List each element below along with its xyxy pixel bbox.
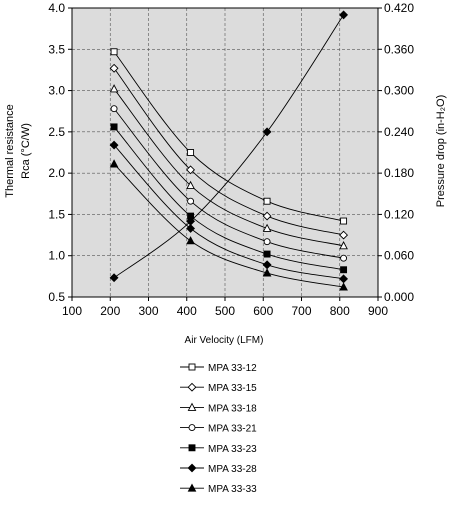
series-point [186, 224, 196, 233]
y-left-tick-label: 1.5 [48, 207, 65, 221]
x-tick-label: 600 [253, 304, 273, 318]
markers-layer [109, 10, 349, 291]
x-tick-label: 700 [291, 304, 311, 318]
series-point [339, 230, 349, 240]
legend-marker [187, 483, 197, 492]
y-right-tick-label: 0.300 [384, 84, 414, 98]
series-point [109, 63, 119, 73]
series-point [262, 211, 272, 221]
series-point [187, 149, 195, 156]
legend-marker [188, 424, 196, 432]
pressure-drop-point [339, 10, 349, 20]
axes-layer: 100 200 300 400 500 600 700 800 900 0.5 1.0 1.5 2.0 2… [48, 1, 414, 318]
legend-marker [187, 463, 197, 473]
series-line [113, 126, 344, 271]
x-tick-label: 300 [138, 304, 158, 318]
series-line [113, 68, 344, 236]
legend-marker [187, 402, 197, 411]
legend-label: MPA 33-15 [208, 383, 257, 394]
series-point [186, 180, 195, 189]
series-point [109, 159, 119, 168]
series-point [339, 282, 348, 291]
x-tick-label: 900 [368, 304, 388, 318]
series-point [186, 236, 195, 245]
series-point [109, 140, 119, 150]
lines-layer [113, 14, 344, 288]
grid-layer [72, 8, 378, 297]
series-point [263, 238, 271, 246]
y-axis-label-left-line1: Thermal resistance [4, 104, 16, 198]
x-tick-label: 800 [330, 304, 350, 318]
series-point [262, 223, 272, 232]
series-point [340, 254, 348, 262]
series-point [263, 250, 271, 258]
series-point [263, 197, 271, 205]
legend-label: MPA 33-23 [208, 444, 257, 455]
y-axis-label-left-line2: Rca (°C/W) [20, 123, 32, 179]
y-right-tick-label: 0.120 [384, 207, 414, 221]
series-line [113, 144, 344, 280]
legend-label: MPA 33-18 [208, 403, 257, 414]
y-right-tick-label: 0.060 [384, 249, 414, 263]
y-left-tick-label: 2.5 [48, 125, 65, 139]
series-line [113, 163, 344, 288]
legend-label: MPA 33-21 [208, 424, 257, 435]
y-left-tick-label: 3.0 [48, 84, 65, 98]
legend-label: MPA 33-28 [208, 464, 257, 475]
y-right-tick-label: 0.240 [384, 125, 414, 139]
series-point [262, 268, 272, 277]
x-tick-label: 100 [62, 304, 82, 318]
y-axis-label-right: Pressure drop (in-H₂O) [435, 95, 447, 207]
y-left-tick-label: 4.0 [48, 1, 65, 15]
legend-marker [188, 444, 196, 452]
y-left-tick-label: 0.5 [48, 290, 65, 304]
series-point [109, 84, 119, 93]
y-left-tick-label: 2.0 [48, 166, 65, 180]
pressure-drop-point [186, 216, 196, 226]
pressure-drop-point [262, 127, 272, 137]
pressure-drop-point [109, 273, 119, 283]
series-line [113, 108, 344, 259]
y-right-tick-label: 0.000 [384, 290, 414, 304]
pressure-drop-line [113, 14, 344, 279]
legend-label: MPA 33-33 [208, 484, 257, 495]
legend-marker [188, 363, 196, 371]
legend-label: MPA 33-12 [208, 363, 257, 374]
y-right-tick-label: 0.420 [384, 1, 414, 15]
series-point [110, 48, 118, 56]
y-right-tick-label: 0.360 [384, 42, 414, 56]
series-point [110, 123, 118, 131]
x-axis-label: Air Velocity (LFM) [185, 335, 264, 346]
series-point [340, 217, 348, 225]
series-point [340, 266, 348, 274]
x-tick-label: 200 [100, 304, 120, 318]
y-left-tick-label: 1.0 [48, 249, 65, 263]
y-left-tick-label: 3.5 [48, 42, 65, 56]
series-point [339, 241, 348, 250]
legend-marker [187, 382, 197, 392]
x-tick-label: 500 [215, 304, 235, 318]
series-point [186, 165, 196, 175]
series-line [113, 51, 344, 222]
y-right-tick-label: 0.180 [384, 166, 414, 180]
x-tick-label: 400 [177, 304, 197, 318]
legend: MPA 33-12 MPA 33-15 MPA 33-18 MPA 33-21 MPA … [180, 363, 257, 495]
series-point [187, 197, 195, 205]
series-point [110, 105, 118, 113]
series-line [113, 88, 344, 247]
